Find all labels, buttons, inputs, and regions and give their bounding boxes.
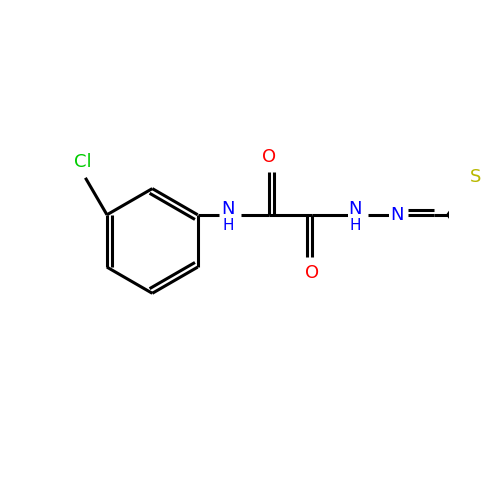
Text: N: N bbox=[348, 200, 362, 218]
Text: N: N bbox=[222, 200, 235, 218]
Text: N: N bbox=[390, 206, 404, 224]
Text: O: O bbox=[262, 148, 276, 166]
Text: Cl: Cl bbox=[74, 154, 91, 172]
Text: S: S bbox=[470, 168, 481, 186]
Text: H: H bbox=[222, 218, 234, 233]
Text: H: H bbox=[350, 218, 361, 233]
Text: O: O bbox=[304, 264, 318, 281]
